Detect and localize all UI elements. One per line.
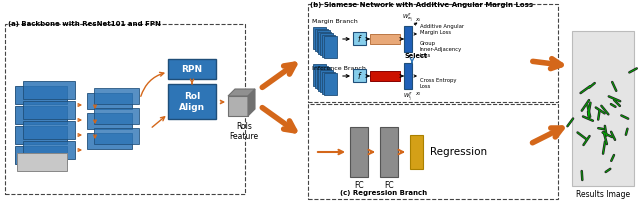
Text: $f$: $f$ <box>356 70 362 81</box>
Bar <box>324 36 337 58</box>
Bar <box>308 104 558 199</box>
Polygon shape <box>248 89 255 116</box>
Bar <box>94 108 139 124</box>
Text: Margin Branch: Margin Branch <box>312 18 358 24</box>
Bar <box>572 31 634 186</box>
Bar <box>94 88 139 104</box>
Bar <box>23 101 75 119</box>
Polygon shape <box>228 89 255 96</box>
Text: $W^T_{l_j}$: $W^T_{l_j}$ <box>403 90 413 103</box>
Text: RoIs
Feature: RoIs Feature <box>229 122 259 141</box>
Bar <box>23 81 75 99</box>
Bar <box>313 64 326 86</box>
Text: $f$: $f$ <box>356 33 362 44</box>
Bar <box>324 73 337 95</box>
Bar <box>353 69 366 82</box>
Text: Regression: Regression <box>430 147 487 157</box>
Bar <box>23 121 75 139</box>
Bar <box>315 28 328 51</box>
Bar <box>228 96 248 116</box>
Bar <box>87 93 132 109</box>
Bar <box>319 68 332 91</box>
Text: FC: FC <box>354 181 364 190</box>
Bar <box>313 27 326 49</box>
Bar <box>404 63 412 89</box>
Bar <box>15 146 67 164</box>
Text: $x_i$: $x_i$ <box>415 16 421 24</box>
Text: FC: FC <box>384 181 394 190</box>
Text: Select: Select <box>404 52 428 58</box>
Bar <box>320 70 333 92</box>
Bar <box>404 26 412 52</box>
Text: Results Image: Results Image <box>576 190 630 199</box>
Bar <box>353 32 366 45</box>
Bar <box>320 33 333 55</box>
Text: (c) Regression Branch: (c) Regression Branch <box>340 190 427 196</box>
Bar <box>308 4 558 102</box>
Bar <box>23 141 75 159</box>
Bar <box>15 86 67 104</box>
Bar <box>317 30 330 52</box>
Text: $W^T_{w_j}$: $W^T_{w_j}$ <box>403 11 413 24</box>
Bar <box>315 65 328 88</box>
Bar <box>410 135 423 169</box>
Text: $x_l$: $x_l$ <box>415 90 421 98</box>
Bar <box>319 31 332 54</box>
Bar <box>5 24 245 194</box>
Bar <box>322 34 335 56</box>
Text: Inference Branch: Inference Branch <box>312 65 366 70</box>
Bar <box>87 133 132 149</box>
Text: Additive Angular
Margin Loss: Additive Angular Margin Loss <box>420 24 464 35</box>
Bar <box>380 127 398 177</box>
Bar <box>17 153 67 171</box>
Bar <box>15 126 67 144</box>
Bar <box>87 113 132 129</box>
Bar <box>94 128 139 144</box>
Bar <box>350 127 368 177</box>
Bar <box>370 71 400 81</box>
Text: Group
Inner-Adjacency
Loss: Group Inner-Adjacency Loss <box>420 41 462 58</box>
Bar <box>322 71 335 94</box>
Text: (b) Siamese Network with Additive Angular Margin Loss: (b) Siamese Network with Additive Angula… <box>310 2 533 8</box>
Bar <box>370 34 400 44</box>
Text: (a) Backbone with ResNet101 and FPN: (a) Backbone with ResNet101 and FPN <box>8 21 161 27</box>
Text: RPN: RPN <box>181 64 203 73</box>
Text: Cross Entropy
Loss: Cross Entropy Loss <box>420 78 456 89</box>
Bar <box>15 106 67 124</box>
Bar <box>168 84 216 119</box>
Bar <box>168 59 216 79</box>
Bar <box>317 67 330 89</box>
Text: RoI
Align: RoI Align <box>179 92 205 112</box>
